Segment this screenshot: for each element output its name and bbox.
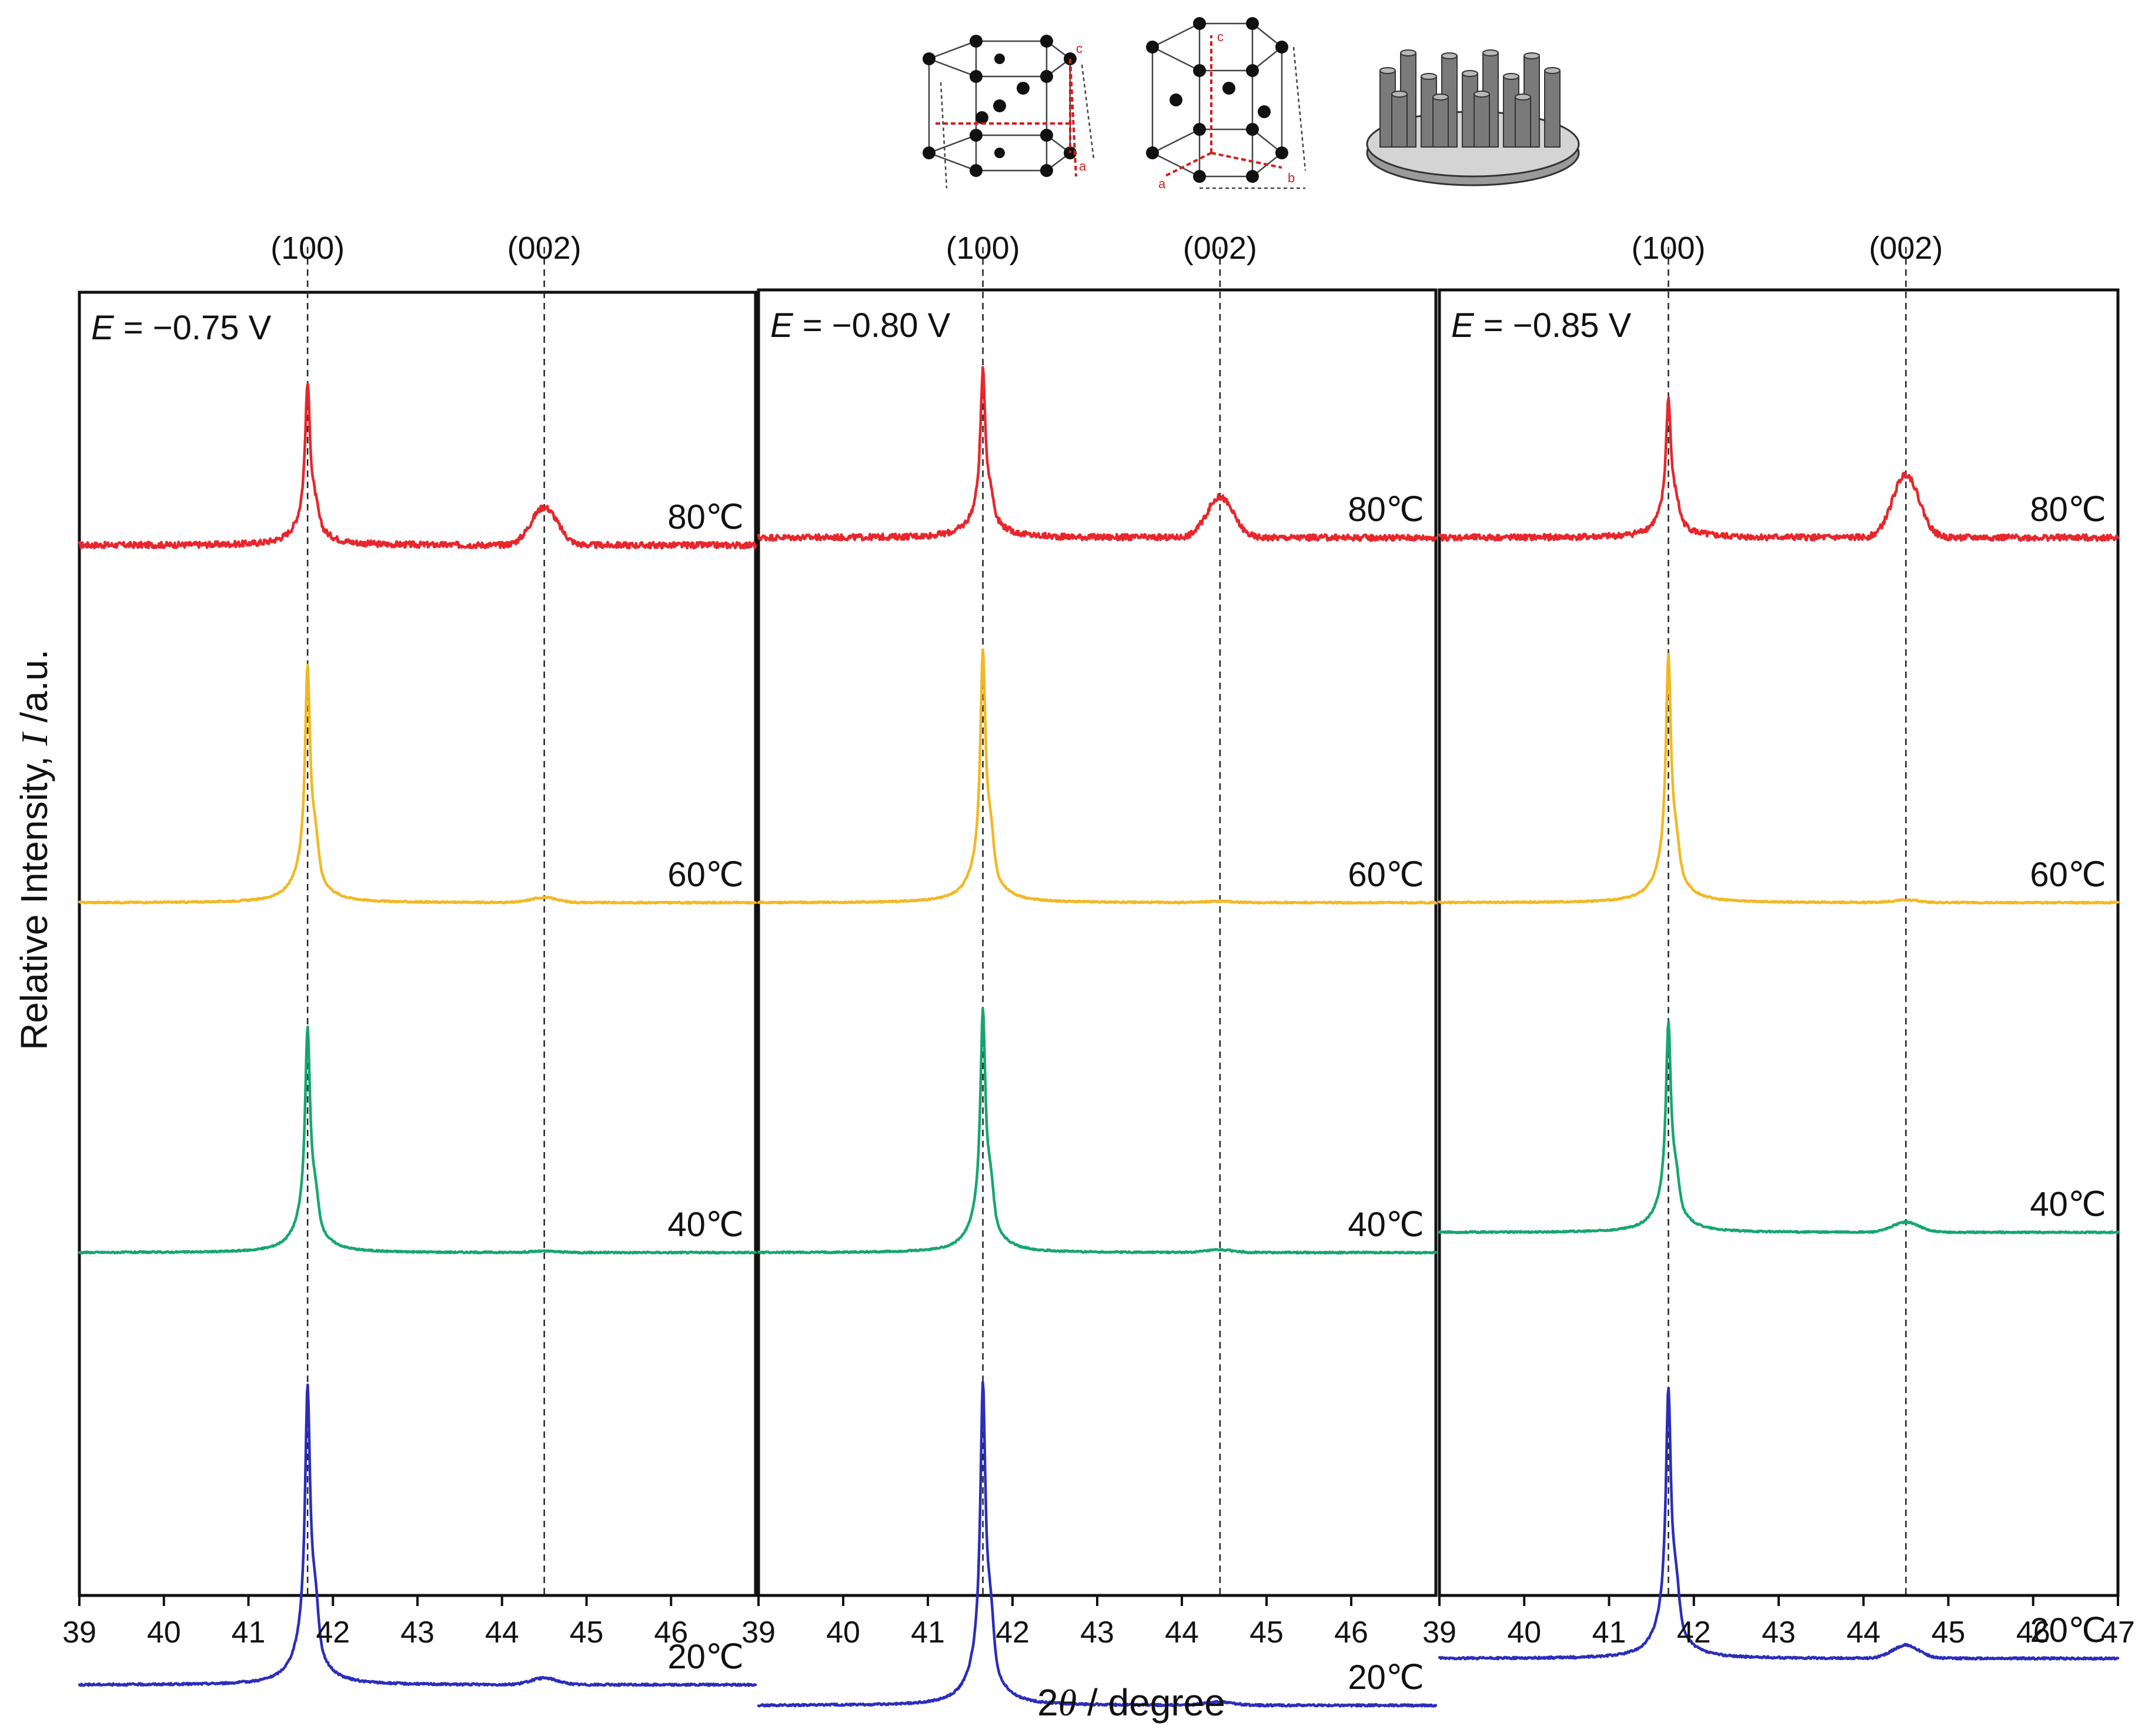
temperature-label: 20℃ xyxy=(1348,1658,1424,1697)
trace-40c xyxy=(757,1007,1438,1255)
x-tick-label: 46 xyxy=(2016,1615,2050,1650)
trace-60c xyxy=(757,648,1438,905)
trace-80c xyxy=(757,366,1438,542)
trace-80c xyxy=(78,382,757,550)
trace-80c xyxy=(1438,396,2120,542)
x-tick-label: 41 xyxy=(1592,1615,1626,1650)
xrd-panel-3: (100) (002) E = −0.85 V 80℃ 60℃ 40℃ 20℃ 39 40 41 4… xyxy=(1422,231,2135,1661)
temperature-label: 20℃ xyxy=(2030,1611,2106,1650)
trace-20c xyxy=(78,1383,757,1687)
panel-frame xyxy=(1438,288,2120,1597)
x-tick-label: 44 xyxy=(1165,1615,1199,1650)
panel-potential-label: E = −0.80 V xyxy=(770,306,951,345)
x-tick-label: 43 xyxy=(400,1615,435,1650)
x-tick-label: 46 xyxy=(1334,1615,1368,1650)
peak-label: (100) xyxy=(1631,231,1705,266)
x-tick-label: 40 xyxy=(1507,1615,1541,1650)
x-tick-label: 39 xyxy=(62,1615,96,1650)
x-tick-label: 43 xyxy=(1080,1615,1114,1650)
x-tick-label: 41 xyxy=(232,1615,266,1650)
temperature-label: 60℃ xyxy=(2030,856,2106,894)
peak-label: (002) xyxy=(507,231,582,266)
panel-frame xyxy=(78,291,757,1597)
trace-40c xyxy=(1438,1020,2120,1235)
x-tick-label: 43 xyxy=(1762,1615,1796,1650)
x-tick-label: 47 xyxy=(2101,1615,2135,1650)
x-tick-label: 42 xyxy=(316,1615,350,1650)
x-tick-label: 45 xyxy=(1932,1615,1966,1650)
y-axis-title: Relative Intensity, I /a.u. xyxy=(13,649,55,1050)
temperature-label: 60℃ xyxy=(667,856,744,894)
x-tick-label: 42 xyxy=(995,1615,1030,1650)
temperature-label: 40℃ xyxy=(1348,1206,1424,1244)
peak-label: (100) xyxy=(946,231,1020,266)
temperature-label: 80℃ xyxy=(667,498,744,536)
inset-axis-label: a xyxy=(1158,176,1166,191)
panel-frame xyxy=(757,288,1438,1597)
trace-60c xyxy=(78,663,757,905)
x-tick-label: 39 xyxy=(1422,1615,1456,1650)
x-tick-label: 44 xyxy=(485,1615,519,1650)
inset-axis-label: c xyxy=(1076,41,1082,56)
temperature-label: 80℃ xyxy=(1348,490,1424,529)
nanowire-array-icon xyxy=(1366,49,1580,186)
temperature-label: 80℃ xyxy=(2030,490,2106,529)
trace-40c xyxy=(78,1026,757,1255)
peak-label: (002) xyxy=(1183,231,1257,266)
trace-60c xyxy=(1438,653,2120,905)
x-tick-label: 40 xyxy=(826,1615,860,1650)
x-tick-label: 42 xyxy=(1677,1615,1711,1650)
hcp-unit-cell-icon: c a xyxy=(923,35,1095,189)
x-tick-label: 46 xyxy=(654,1615,688,1650)
x-tick-label: 41 xyxy=(911,1615,945,1650)
panel-potential-label: E = −0.75 V xyxy=(91,309,272,347)
temperature-label: 60℃ xyxy=(1348,856,1424,894)
trace-20c xyxy=(757,1381,1438,1708)
inset-axis-label: a xyxy=(1079,159,1087,173)
x-axis-title: 2θ / degree xyxy=(1037,1681,1225,1724)
xrd-panel-1: (100) (002) E = −0.75 V 80℃ 60℃ 40℃ 20℃ 39 40 41 4… xyxy=(62,231,757,1687)
x-tick-label: 44 xyxy=(1846,1615,1880,1650)
panel-potential-label: E = −0.85 V xyxy=(1451,306,1632,345)
temperature-label: 20℃ xyxy=(667,1638,744,1676)
temperature-label: 40℃ xyxy=(667,1206,744,1244)
x-tick-label: 45 xyxy=(570,1615,604,1650)
inset-axis-label: c xyxy=(1217,29,1224,44)
xrd-panel-2: (100) (002) E = −0.80 V 80℃ 60℃ 40℃ 20℃ 39 40 41 4… xyxy=(741,231,1438,1708)
peak-label: (100) xyxy=(270,231,345,266)
x-tick-label: 39 xyxy=(741,1615,776,1650)
trace-20c xyxy=(1438,1386,2120,1661)
inset-axis-label: b xyxy=(1288,171,1295,185)
hcp-unit-cell-c-axis-icon: c a b xyxy=(1146,17,1307,191)
x-tick-label: 40 xyxy=(147,1615,181,1650)
peak-label: (002) xyxy=(1869,231,1943,266)
temperature-label: 40℃ xyxy=(2030,1186,2106,1224)
x-tick-label: 45 xyxy=(1249,1615,1284,1650)
